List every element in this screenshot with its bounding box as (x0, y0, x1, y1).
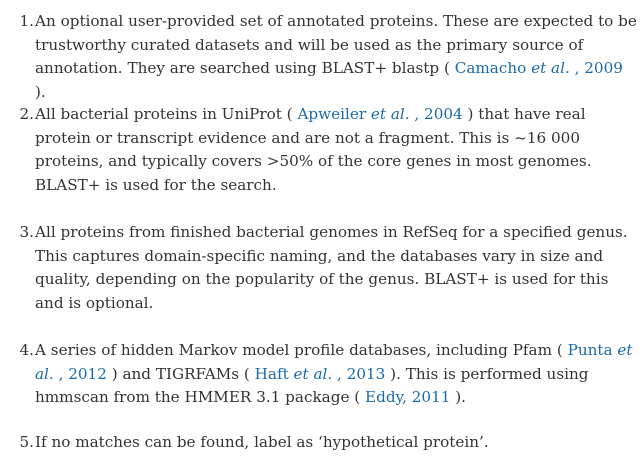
text-segment: ). This is performed using hmmscan from … (35, 364, 589, 407)
list-number: 1. (19, 12, 35, 30)
citation-link[interactable]: Haft et al. , 2013 (254, 364, 386, 383)
citation-link[interactable]: Eddy, 2011 (365, 388, 451, 406)
text-segment: ). (450, 388, 467, 406)
citation-link[interactable]: Camacho et al. , 2009 (454, 59, 623, 77)
list-item-text: A series of hidden Markov model profile … (35, 339, 638, 410)
citation-link[interactable]: Apweiler et al. , 2004 (297, 105, 463, 123)
list-number: 4. (19, 341, 35, 359)
citation-link[interactable]: Punta et al. , 2012 (35, 341, 633, 383)
text-segment: ) that have real protein or transcript e… (35, 105, 592, 194)
text-segment: ) and TIGRFAMs ( (106, 364, 255, 383)
list-number: 5. (19, 433, 35, 451)
list-number: 2. (19, 105, 35, 123)
text-segment: An optional user-provided set of annotat… (35, 12, 637, 77)
list-item-text: All proteins from finished bacterial gen… (35, 223, 628, 312)
text-segment: A series of hidden Markov model profile … (35, 341, 568, 359)
list-number: 3. (19, 223, 35, 241)
list-item-text: If no matches can be found, label as ‘hy… (35, 433, 489, 451)
list-item-text: All bacterial proteins in UniProt ( Apwe… (35, 103, 638, 197)
text-segment: All bacterial proteins in UniProt ( (35, 105, 298, 123)
list-item-text: An optional user-provided set of annotat… (35, 10, 638, 104)
text-segment: ). (35, 82, 46, 101)
